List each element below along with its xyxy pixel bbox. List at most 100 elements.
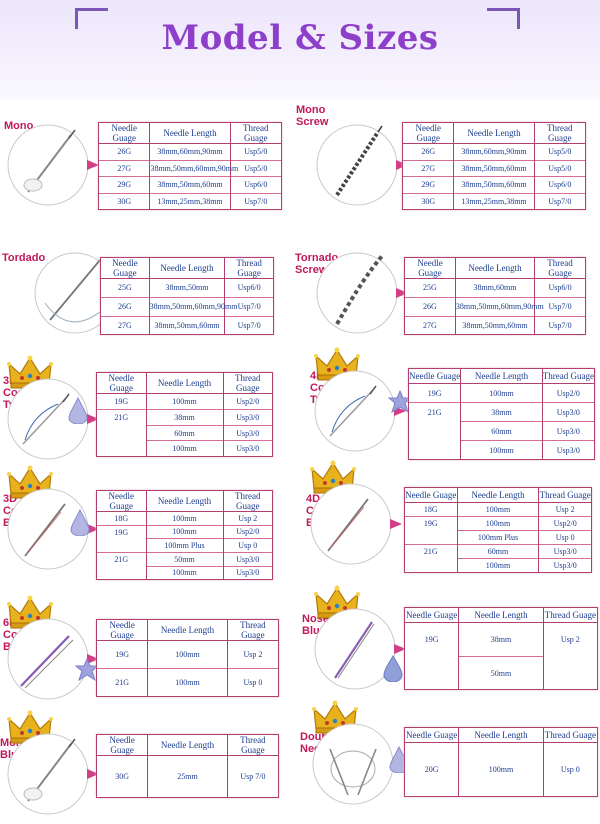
- table-cell: 38mm,50mm,60mm,90mm: [454, 296, 544, 317]
- needle-tip-icon: [74, 657, 100, 687]
- table-row: 60mm Usp3/0: [97, 424, 272, 441]
- table-cell: 100mm: [145, 511, 223, 526]
- table-cell: 26G: [101, 296, 150, 317]
- product-name: Mono Screw: [296, 104, 329, 128]
- table-cell: 29G: [99, 176, 150, 194]
- table-cell: 100mm: [145, 524, 223, 539]
- spec-table: Needle Guage Needle Length Thread Guage 19G…: [96, 619, 279, 697]
- column-header: Needle Length: [145, 491, 223, 512]
- table-cell: 100mm: [456, 558, 539, 572]
- table-cell: [97, 539, 146, 553]
- table-cell: Usp3/0: [222, 424, 272, 441]
- table-row: 19G 100mm Usp 2: [97, 639, 278, 669]
- table-cell: Usp3/0: [222, 565, 272, 579]
- spec-table: Needle Guage Needle Length Thread Guage 25G…: [404, 257, 586, 335]
- column-header: Needle Guage: [409, 369, 461, 384]
- table-cell: 100mm Plus: [145, 538, 223, 553]
- spec-table: Needle Guage Needle Length Thread Guage 25G…: [100, 257, 274, 335]
- table-cell: Usp3/0: [222, 408, 272, 426]
- table-cell: Usp7/0: [534, 296, 585, 317]
- table-row: 19G 100mm Usp2/0: [97, 393, 272, 410]
- table-cell: 100mm: [147, 668, 228, 696]
- column-header: Needle Length: [460, 369, 543, 384]
- table-cell: 30G: [97, 755, 148, 797]
- product-illustration: [3, 120, 103, 215]
- table-cell: Usp3/0: [541, 440, 594, 459]
- header-banner: Model & Sizes: [0, 0, 600, 100]
- column-header: Needle Guage: [97, 735, 148, 756]
- corner-bracket-right: [487, 8, 520, 29]
- table-row: 27G 38mm,50mm,60mm,90mm Usp5/0: [99, 159, 281, 177]
- table-cell: 50mm: [145, 551, 223, 566]
- column-header: Thread Guage: [533, 123, 585, 144]
- table-row: 100mm Usp3/0: [405, 558, 591, 572]
- column-header: Needle Guage: [97, 620, 148, 641]
- table-row: 30G 13mm,25mm,38mm Usp7/0: [403, 192, 585, 209]
- spec-table: Needle Guage Needle Length Thread Guage 19G…: [408, 368, 595, 460]
- column-header: Needle Guage: [405, 608, 459, 623]
- table-cell: 27G: [405, 315, 456, 334]
- table-cell: 21G: [405, 544, 458, 559]
- column-header: Needle Length: [147, 735, 228, 756]
- column-header: Needle Guage: [97, 373, 146, 394]
- table-row: 21G 38mm Usp3/0: [97, 408, 272, 426]
- column-header: Needle Length: [458, 608, 544, 623]
- column-header: Thread Guage: [224, 258, 273, 279]
- product-illustration: [312, 248, 412, 343]
- table-row: 18G 100mm Usp 2: [405, 501, 591, 517]
- spec-table: Needle Guage Needle Length Thread Guage 18G…: [404, 487, 592, 573]
- table-cell: 38mm,50mm,60mm: [454, 315, 535, 334]
- table-row: 27G 38mm,50mm,60mm Usp5/0: [403, 159, 585, 177]
- table-row: 26G 38mm,50mm,60mm,90mm Usp7/0: [101, 296, 273, 317]
- table-row: 100mm Usp3/0: [409, 440, 594, 459]
- table-cell: 25G: [405, 278, 456, 298]
- table-cell: 13mm,25mm,38mm: [149, 192, 231, 209]
- table-cell: Usp5/0: [533, 159, 585, 177]
- table-cell: 18G: [405, 501, 458, 517]
- column-header: Thread Guage: [542, 728, 597, 743]
- table-cell: [97, 441, 146, 456]
- table-cell: Usp 2: [226, 639, 278, 669]
- product-illustration: [312, 120, 412, 215]
- table-cell: 30G: [99, 192, 150, 209]
- column-header: Thread Guage: [534, 258, 585, 279]
- column-header: Thread Guage: [226, 735, 278, 756]
- page-title: Model & Sizes: [161, 18, 439, 58]
- column-header: Needle Guage: [99, 123, 150, 144]
- column-header: Thread Guage: [222, 491, 272, 512]
- table-cell: 38mm,60mm,90mm: [149, 143, 231, 161]
- table-cell: 38mm,50mm,60mm: [453, 176, 535, 194]
- table-cell: 50mm: [458, 656, 544, 689]
- product-illustration: [3, 729, 103, 824]
- table-cell: 38mm,50mm,60mm: [453, 159, 535, 177]
- table-cell: Usp7/0: [224, 315, 273, 334]
- table-cell: 19G: [97, 639, 148, 669]
- table-row: 26G 38mm,60mm,90mm Usp5/0: [99, 143, 281, 161]
- table-cell: Usp6/0: [533, 176, 585, 194]
- table-row: 27G 38mm,50mm,60mm Usp7/0: [101, 315, 273, 334]
- column-header: Needle Length: [145, 373, 223, 394]
- table-row: 100mm Plus Usp 0: [97, 538, 272, 553]
- table-cell: 38mm: [458, 621, 544, 657]
- table-cell: Usp5/0: [533, 143, 585, 161]
- spec-table: Needle Guage Needle Length Thread Guage 30G…: [96, 734, 279, 798]
- table-row: 25G 38mm,50mm Usp6/0: [101, 278, 273, 298]
- table-row: 29G 38mm,50mm,60mm Usp6/0: [403, 176, 585, 194]
- table-row: 30G 13mm,25mm,38mm Usp7/0: [99, 192, 281, 209]
- table-cell: Usp 0: [226, 668, 278, 696]
- table-cell: Usp 2: [542, 621, 597, 657]
- column-header: Needle Length: [458, 728, 544, 743]
- table-cell: 100mm: [460, 440, 543, 459]
- column-header: Needle Guage: [405, 728, 459, 743]
- column-header: Needle Length: [453, 123, 535, 144]
- table-cell: Usp2/0: [538, 516, 591, 531]
- table-cell: [409, 441, 461, 459]
- table-row: 19G 100mm Usp2/0: [97, 524, 272, 539]
- needle-tip-icon: [382, 654, 404, 687]
- column-header: Needle Length: [454, 258, 535, 279]
- table-cell: Usp 0: [538, 530, 591, 545]
- table-cell: 27G: [101, 315, 150, 334]
- needle-tip-icon: [67, 396, 89, 429]
- table-cell: 60mm: [456, 544, 539, 559]
- table-row: 20G 100mm Usp 0: [405, 742, 597, 796]
